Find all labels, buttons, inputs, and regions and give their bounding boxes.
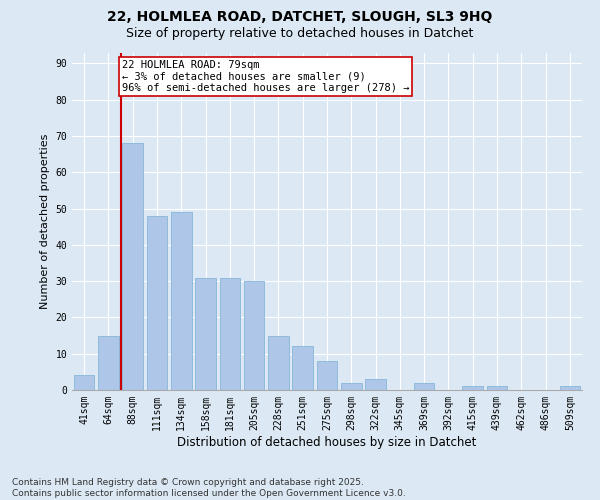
- Bar: [146, 216, 167, 390]
- Bar: [560, 386, 580, 390]
- Bar: [74, 376, 94, 390]
- Text: 22, HOLMLEA ROAD, DATCHET, SLOUGH, SL3 9HQ: 22, HOLMLEA ROAD, DATCHET, SLOUGH, SL3 9…: [107, 10, 493, 24]
- Bar: [487, 386, 508, 390]
- Bar: [220, 278, 240, 390]
- Bar: [463, 386, 483, 390]
- Bar: [365, 379, 386, 390]
- Bar: [317, 361, 337, 390]
- Bar: [268, 336, 289, 390]
- Bar: [171, 212, 191, 390]
- Bar: [414, 382, 434, 390]
- Bar: [292, 346, 313, 390]
- Bar: [122, 143, 143, 390]
- Bar: [195, 278, 216, 390]
- Text: Size of property relative to detached houses in Datchet: Size of property relative to detached ho…: [127, 28, 473, 40]
- Text: Contains HM Land Registry data © Crown copyright and database right 2025.
Contai: Contains HM Land Registry data © Crown c…: [12, 478, 406, 498]
- Bar: [341, 382, 362, 390]
- Bar: [244, 281, 265, 390]
- Bar: [98, 336, 119, 390]
- Y-axis label: Number of detached properties: Number of detached properties: [40, 134, 50, 309]
- X-axis label: Distribution of detached houses by size in Datchet: Distribution of detached houses by size …: [178, 436, 476, 448]
- Text: 22 HOLMLEA ROAD: 79sqm
← 3% of detached houses are smaller (9)
96% of semi-detac: 22 HOLMLEA ROAD: 79sqm ← 3% of detached …: [122, 60, 409, 93]
